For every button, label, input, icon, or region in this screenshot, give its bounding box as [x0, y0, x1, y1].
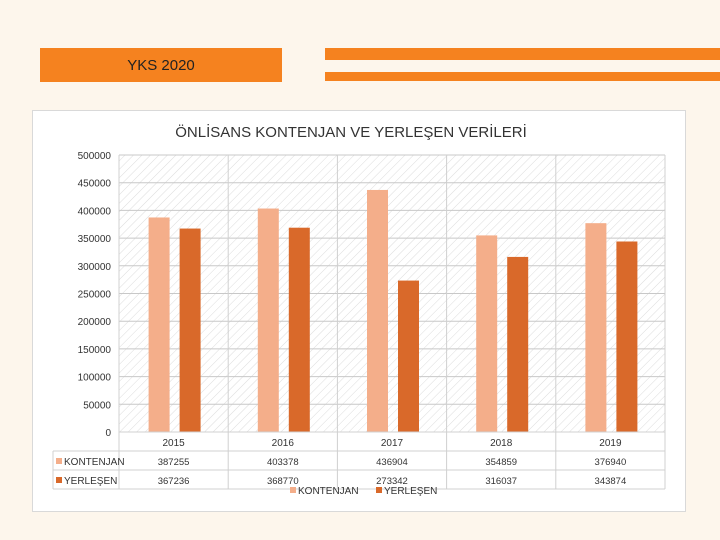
bar-yerleşen-2017 [398, 280, 419, 432]
data-label: 343874 [595, 476, 627, 487]
bar-yerleşen-2019 [616, 241, 638, 432]
y-tick-label: 300000 [78, 262, 112, 273]
y-tick-label: 50000 [83, 400, 111, 411]
data-label: 376940 [595, 457, 627, 468]
bar-chart: ÖNLİSANS KONTENJAN VE YERLEŞEN VERİLERİ … [52, 123, 666, 497]
bar-yerleşen-2015 [179, 228, 201, 432]
y-tick-label: 150000 [78, 345, 112, 356]
bar-yerleşen-2016 [288, 227, 310, 432]
data-label: 436904 [376, 457, 408, 468]
y-tick-label: 0 [105, 428, 111, 439]
table-legend-key [56, 458, 62, 464]
table-series-label: KONTENJAN [64, 457, 125, 468]
bar-kontenjan-2015 [148, 217, 170, 432]
data-label: 354859 [485, 457, 517, 468]
y-tick-label: 500000 [78, 151, 112, 162]
legend-label: YERLEŞEN [384, 486, 437, 497]
x-tick-label: 2016 [272, 438, 295, 449]
chart-panel: ÖNLİSANS KONTENJAN VE YERLEŞEN VERİLERİ … [32, 110, 686, 512]
data-label: 403378 [267, 457, 299, 468]
x-tick-label: 2018 [490, 438, 513, 449]
header-stripe-top [325, 48, 720, 60]
data-label: 387255 [158, 457, 190, 468]
x-tick-label: 2017 [381, 438, 404, 449]
y-tick-label: 400000 [78, 206, 112, 217]
data-label: 316037 [485, 476, 517, 487]
slide-title: YKS 2020 [127, 56, 195, 74]
data-label: 273342 [376, 476, 408, 487]
y-tick-label: 200000 [78, 317, 112, 328]
legend-key [376, 487, 382, 493]
x-tick-label: 2019 [599, 438, 622, 449]
y-tick-label: 250000 [78, 290, 112, 301]
data-label: 368770 [267, 476, 299, 487]
y-tick-label: 350000 [78, 234, 112, 245]
chart-title: ÖNLİSANS KONTENJAN VE YERLEŞEN VERİLERİ [175, 123, 527, 141]
header-stripe-bottom [325, 72, 720, 81]
bar-yerleşen-2018 [507, 256, 529, 432]
slide-title-box: YKS 2020 [40, 48, 282, 82]
y-tick-label: 100000 [78, 373, 112, 384]
legend-label: KONTENJAN [298, 486, 359, 497]
bar-kontenjan-2016 [257, 208, 279, 432]
data-label: 367236 [158, 476, 190, 487]
table-series-label: YERLEŞEN [64, 476, 117, 487]
table-legend-key [56, 477, 62, 483]
bar-kontenjan-2017 [367, 189, 388, 432]
bar-kontenjan-2019 [585, 223, 607, 432]
legend-key [290, 487, 296, 493]
bar-kontenjan-2018 [476, 235, 498, 432]
x-tick-label: 2015 [162, 438, 185, 449]
y-tick-label: 450000 [78, 179, 112, 190]
